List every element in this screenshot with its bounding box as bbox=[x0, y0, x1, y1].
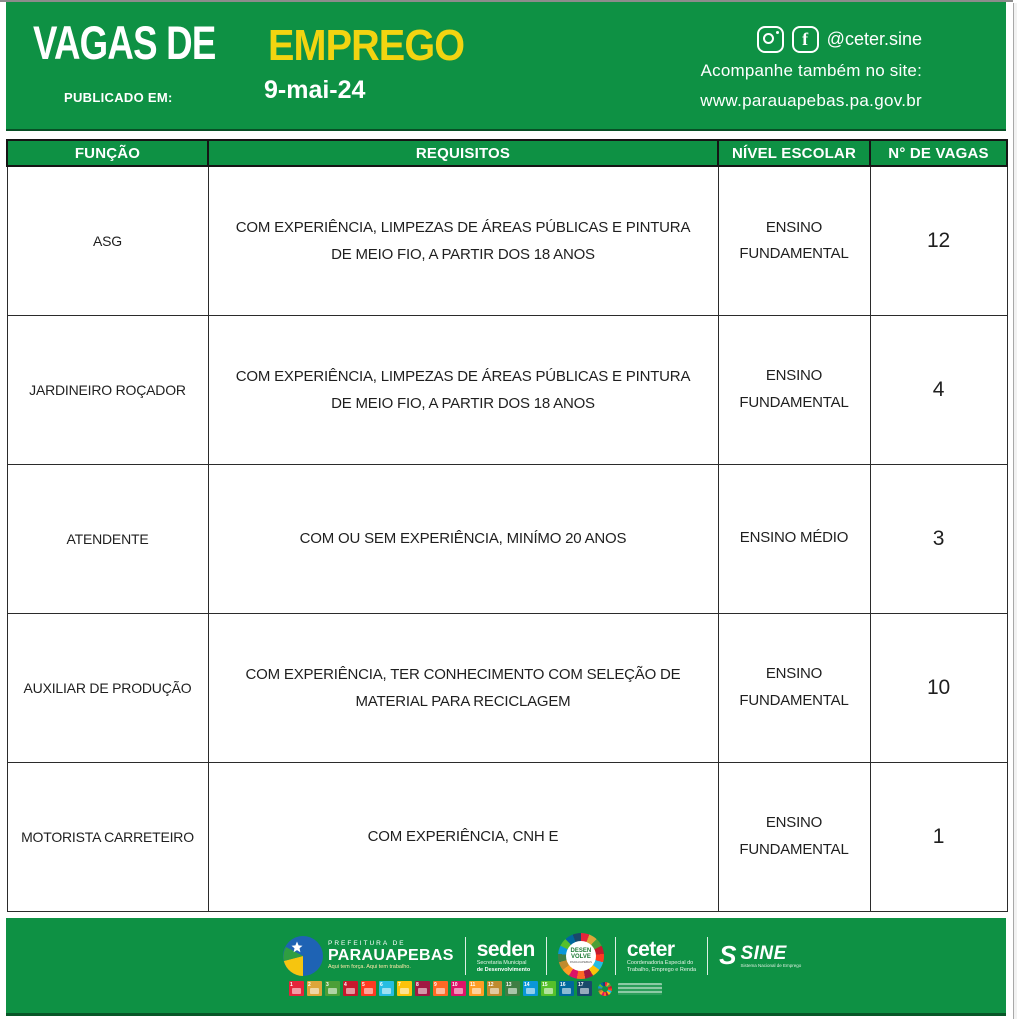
cell-req: COM OU SEM EXPERIÊNCIA, MINÍMO 20 ANOS bbox=[207, 463, 719, 614]
site-url: www.parauapebas.pa.gov.br bbox=[700, 91, 922, 110]
page-top-edge bbox=[0, 0, 1013, 2]
desenvolve-line1: DESEN bbox=[570, 948, 592, 954]
table-row: ASG COM EXPERIÊNCIA, LIMPEZAS DE ÁREAS PÚ… bbox=[6, 165, 1008, 316]
prefeitura-parauapebas-logo: PREFEITURA DE PARAUAPEBAS Aqui tem força… bbox=[283, 936, 454, 976]
cell-req: COM EXPERIÊNCIA, LIMPEZAS DE ÁREAS PÚBLI… bbox=[207, 314, 719, 465]
sdg-goal-icon: 17 bbox=[577, 981, 592, 996]
cell-nivel: ENSINO FUNDAMENTAL bbox=[717, 314, 871, 465]
cell-funcao: MOTORISTA CARRETEIRO bbox=[6, 761, 209, 912]
cell-funcao: ATENDENTE bbox=[6, 463, 209, 614]
sdg-goal-icon: 15 bbox=[541, 981, 556, 996]
cell-req: COM EXPERIÊNCIA, CNH E bbox=[207, 761, 719, 912]
sdg-goal-icon: 3 bbox=[325, 981, 340, 996]
sine-swoosh-icon: S bbox=[719, 940, 737, 971]
sdg-goal-icon: 14 bbox=[523, 981, 538, 996]
desenvolve-line2: VOLVE bbox=[570, 954, 591, 960]
sdg-goal-icon: 4 bbox=[343, 981, 358, 996]
seden-sub1: Secretaria Municipal bbox=[476, 959, 527, 966]
logo-divider bbox=[464, 937, 466, 975]
page-edge-shadow bbox=[1013, 3, 1017, 1019]
cell-nivel: ENSINO FUNDAMENTAL bbox=[717, 165, 871, 316]
cell-funcao: JARDINEIRO ROÇADOR bbox=[6, 314, 209, 465]
cell-vagas: 3 bbox=[869, 463, 1008, 614]
facebook-icon: f bbox=[791, 26, 819, 53]
desenvolve-center: DESEN VOLVE PARAUAPEBAS bbox=[565, 941, 596, 971]
logo-divider bbox=[707, 937, 709, 975]
cell-nivel: ENSINO FUNDAMENTAL bbox=[717, 612, 871, 763]
sdg-goal-icon: 5 bbox=[361, 981, 376, 996]
cell-vagas: 4 bbox=[869, 314, 1008, 465]
desenvolve-wheel-icon: DESEN VOLVE PARAUAPEBAS bbox=[557, 933, 604, 979]
cell-nivel: ENSINO FUNDAMENTAL bbox=[717, 761, 871, 912]
cell-funcao: ASG bbox=[6, 165, 209, 316]
table-body: ASG COM EXPERIÊNCIA, LIMPEZAS DE ÁREAS PÚ… bbox=[6, 165, 1008, 912]
poster-title-prefix: VAGAS DE bbox=[33, 16, 216, 69]
sdg-goal-icon: 10 bbox=[451, 981, 466, 996]
published-label: PUBLICADO EM: bbox=[64, 90, 173, 105]
cell-nivel: ENSINO MÉDIO bbox=[717, 463, 871, 614]
cell-vagas: 12 bbox=[869, 165, 1008, 316]
desenvolve-line3: PARAUAPEBAS bbox=[569, 960, 592, 964]
col-header-n-de-vagas: N° DE VAGAS bbox=[869, 139, 1008, 167]
table-row: AUXILIAR DE PRODUÇÃO COM EXPERIÊNCIA, TER… bbox=[6, 612, 1008, 763]
sdg-goal-icon: 7 bbox=[397, 981, 412, 996]
instagram-lens bbox=[763, 32, 775, 44]
seden-sub2: de Desenvolvimento bbox=[477, 967, 535, 974]
cell-vagas: 10 bbox=[869, 612, 1008, 763]
sine-name: SINE bbox=[740, 942, 787, 964]
ceter-sub1: Coordenadoria Especial do bbox=[626, 959, 694, 966]
seden-sub2-text: de Desenvolvimento bbox=[476, 966, 531, 973]
sdg-goal-icon: 1 bbox=[289, 981, 304, 996]
sine-text: SINE Sistema Nacional de Emprego bbox=[740, 944, 801, 969]
prefeitura-text: PREFEITURA DE PARAUAPEBAS Aqui tem força… bbox=[328, 940, 454, 970]
footer-logos: PREFEITURA DE PARAUAPEBAS Aqui tem força… bbox=[283, 929, 801, 983]
sdg-goal-icon: 6 bbox=[379, 981, 394, 996]
footer: PREFEITURA DE PARAUAPEBAS Aqui tem força… bbox=[6, 918, 1006, 1016]
cell-req: COM EXPERIÊNCIA, TER CONHECIMENTO COM SE… bbox=[207, 612, 719, 763]
sdg-strip: 1 2 3 4 5 6 7 8 9 10 11 12 13 14 15 16 17 bbox=[289, 981, 662, 996]
cell-vagas: 1 bbox=[869, 761, 1008, 912]
sdg-goal-icon: 8 bbox=[415, 981, 430, 996]
sdg-goal-icon: 13 bbox=[505, 981, 520, 996]
follow-line: Acompanhe também no site: bbox=[700, 61, 922, 80]
sine-tagline: Sistema Nacional de Emprego bbox=[740, 962, 802, 968]
sdg-goal-icon: 12 bbox=[487, 981, 502, 996]
social-handle-row: f @ceter.sine bbox=[756, 26, 922, 53]
sdg-goal-icon: 2 bbox=[307, 981, 322, 996]
seden-logo: seden Secretaria Municipal de Desenvolvi… bbox=[476, 937, 536, 974]
jobs-table: FUNÇÃO REQUISITOS NÍVEL ESCOLAR N° DE VA… bbox=[6, 139, 1008, 912]
table-row: ATENDENTE COM OU SEM EXPERIÊNCIA, MINÍMO … bbox=[6, 463, 1008, 614]
sdg-wheel-icon bbox=[598, 981, 612, 996]
social-handle: @ceter.sine bbox=[826, 29, 922, 49]
logo-divider bbox=[614, 937, 616, 975]
table-header-row: FUNÇÃO REQUISITOS NÍVEL ESCOLAR N° DE VA… bbox=[6, 139, 1008, 167]
cell-funcao: AUXILIAR DE PRODUÇÃO bbox=[6, 612, 209, 763]
cell-req: COM EXPERIÊNCIA, LIMPEZAS DE ÁREAS PÚBLI… bbox=[207, 165, 719, 316]
table-row: MOTORISTA CARRETEIRO COM EXPERIÊNCIA, CNH… bbox=[6, 761, 1008, 912]
table-row: JARDINEIRO ROÇADOR COM EXPERIÊNCIA, LIMPE… bbox=[6, 314, 1008, 465]
logo-divider bbox=[545, 937, 547, 975]
sine-logo: S SINE Sistema Nacional de Emprego bbox=[719, 940, 801, 971]
prefeitura-tagline: Aqui tem força. Aqui tem trabalho. bbox=[328, 963, 411, 970]
col-header-nivel-escolar: NÍVEL ESCOLAR bbox=[717, 139, 871, 167]
parauapebas-emblem-icon bbox=[283, 936, 323, 976]
ceter-sub2: Trabalho, Emprego e Renda bbox=[626, 966, 697, 973]
header: VAGAS DE EMPREGO PUBLICADO EM: 9-mai-24 … bbox=[6, 2, 1006, 131]
sdg-goal-icon: 9 bbox=[433, 981, 448, 996]
sdg-goal-icon: 16 bbox=[559, 981, 574, 996]
ceter-logo: ceter Coordenadoria Especial do Trabalho… bbox=[627, 939, 696, 974]
sdg-wordmark bbox=[618, 982, 662, 995]
prefeitura-line1: PREFEITURA DE bbox=[328, 940, 406, 948]
instagram-icon bbox=[756, 26, 784, 53]
seden-name: seden bbox=[476, 937, 536, 961]
prefeitura-line2: PARAUAPEBAS bbox=[328, 947, 454, 965]
col-header-funcao: FUNÇÃO bbox=[6, 139, 209, 167]
poster-title-highlight: EMPREGO bbox=[268, 21, 465, 70]
instagram-dot bbox=[775, 31, 779, 34]
ceter-name: ceter bbox=[626, 937, 675, 961]
sdg-goal-icon: 11 bbox=[469, 981, 484, 996]
published-date: 9-mai-24 bbox=[264, 76, 366, 104]
col-header-requisitos: REQUISITOS bbox=[207, 139, 719, 167]
